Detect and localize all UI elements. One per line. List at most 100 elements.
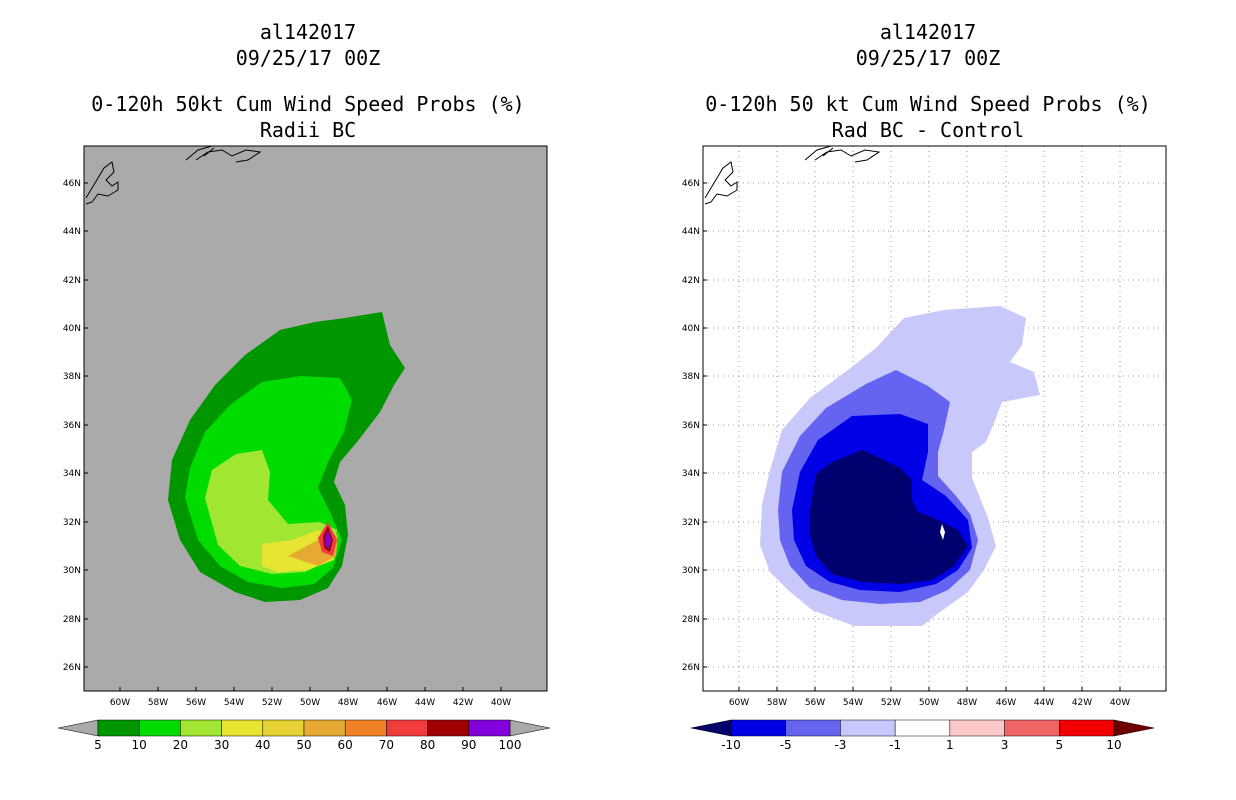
lon-label: 40W [1110, 698, 1130, 708]
right-datetime: 09/25/17 00Z [855, 46, 1001, 70]
lat-label: 44N [682, 227, 700, 237]
coastline [185, 146, 262, 163]
lat-label: 34N [682, 469, 700, 479]
diff-below-minus10 [810, 450, 968, 584]
colorbar-swatch [1059, 719, 1115, 737]
colorbar-swatch [386, 719, 428, 737]
colorbar-swatch [427, 719, 470, 737]
colorbar-swatch [180, 719, 222, 737]
right-difference-shading [704, 146, 1040, 626]
colorbar-swatch [221, 719, 264, 737]
colorbar-end-arrow [57, 719, 99, 737]
colorbar-swatch [262, 719, 305, 737]
right-map-frame [702, 145, 1167, 692]
lat-label: 40N [63, 324, 81, 334]
colorbar-label: 40 [255, 738, 270, 752]
right-storm-id: al142017 [879, 20, 977, 44]
colorbar-swatch [303, 719, 346, 737]
lat-label: 26N [682, 663, 700, 673]
colorbar-swatch [1004, 719, 1060, 737]
lon-label: 44W [415, 698, 435, 708]
colorbar-swatch [468, 719, 511, 737]
colorbar-swatch [840, 719, 896, 737]
colorbar-label: 80 [420, 738, 435, 752]
colorbar-label: -3 [834, 738, 846, 752]
colorbar-label: 1 [946, 738, 954, 752]
colorbar-label: 3 [1001, 738, 1009, 752]
lat-label: 32N [682, 518, 700, 528]
right-subtitle: Rad BC - Control [831, 118, 1025, 142]
lat-label: 46N [682, 179, 700, 189]
colorbar-label: 60 [338, 738, 353, 752]
lon-label: 50W [300, 698, 320, 708]
colorbar-end-arrow [690, 719, 732, 737]
lon-label: 52W [881, 698, 901, 708]
right-gridlines [703, 146, 1166, 691]
lat-label: 30N [63, 566, 81, 576]
colorbar-label: 10 [132, 738, 147, 752]
lat-label: 36N [63, 421, 81, 431]
lat-label: 36N [682, 421, 700, 431]
lat-label: 38N [682, 372, 700, 382]
coastline [704, 161, 738, 205]
contour-90-100 [325, 530, 331, 549]
lat-label: 30N [682, 566, 700, 576]
lat-label: 34N [63, 469, 81, 479]
lon-label: 60W [110, 698, 130, 708]
lon-label: 44W [1034, 698, 1054, 708]
lat-label: 28N [63, 615, 81, 625]
lat-label: 44N [63, 227, 81, 237]
lat-label: 28N [682, 615, 700, 625]
lon-label: 48W [957, 698, 977, 708]
left-probability-shading [85, 146, 405, 602]
lon-label: 56W [186, 698, 206, 708]
lon-label: 60W [729, 698, 749, 708]
right-colorbar: -10 -5 -3 -1 1 3 5 10 [690, 719, 1155, 752]
colorbar-swatch [97, 719, 140, 737]
lat-label: 32N [63, 518, 81, 528]
colorbar-swatch [138, 719, 181, 737]
right-map: 46N 44N 42N 40N 38N 36N 34N 32N 30N 28N 26N 60W 58W 5… [682, 145, 1167, 708]
lon-label: 46W [377, 698, 397, 708]
lon-label: 58W [148, 698, 168, 708]
left-product-title: 0-120h 50kt Cum Wind Speed Probs (%) [91, 92, 525, 116]
diff-white-spot [940, 524, 945, 540]
lon-label: 54W [843, 698, 863, 708]
coastline [804, 146, 881, 163]
right-product-title: 0-120h 50 kt Cum Wind Speed Probs (%) [705, 92, 1151, 116]
colorbar-end-arrow [509, 719, 551, 737]
colorbar-label: 50 [296, 738, 311, 752]
colorbar-swatch [894, 719, 951, 737]
colorbar-label: -5 [780, 738, 792, 752]
lon-label: 48W [338, 698, 358, 708]
colorbar-label: 5 [1055, 738, 1063, 752]
left-datetime: 09/25/17 00Z [235, 46, 381, 70]
left-axis-ticks: 46N 44N 42N 40N 38N 36N 34N 32N 30N 28N 26N 60W 58W 5… [63, 179, 511, 708]
lat-label: 38N [63, 372, 81, 382]
lon-label: 46W [996, 698, 1016, 708]
colorbar-label: 100 [499, 738, 522, 752]
colorbar-swatch [730, 719, 786, 737]
lat-label: 26N [63, 663, 81, 673]
colorbar-end-arrow [1113, 719, 1155, 737]
lon-label: 50W [919, 698, 939, 708]
lon-label: 40W [491, 698, 511, 708]
coastline [85, 161, 119, 205]
lon-label: 54W [224, 698, 244, 708]
colorbar-label: 5 [94, 738, 102, 752]
left-map: 46N 44N 42N 40N 38N 36N 34N 32N 30N 28N 26N 60W 58W 5… [63, 145, 548, 708]
lon-label: 42W [453, 698, 473, 708]
lat-label: 40N [682, 324, 700, 334]
lon-label: 56W [805, 698, 825, 708]
colorbar-label: 70 [379, 738, 394, 752]
left-subtitle: Radii BC [259, 118, 357, 142]
colorbar-label: 90 [461, 738, 476, 752]
lon-label: 52W [262, 698, 282, 708]
left-colorbar: 5 10 20 30 40 50 60 70 80 90 100 [57, 719, 551, 752]
colorbar-label: 30 [214, 738, 229, 752]
lat-label: 46N [63, 179, 81, 189]
colorbar-swatch [344, 719, 387, 737]
lat-label: 42N [682, 276, 700, 286]
colorbar-swatch [785, 719, 841, 737]
